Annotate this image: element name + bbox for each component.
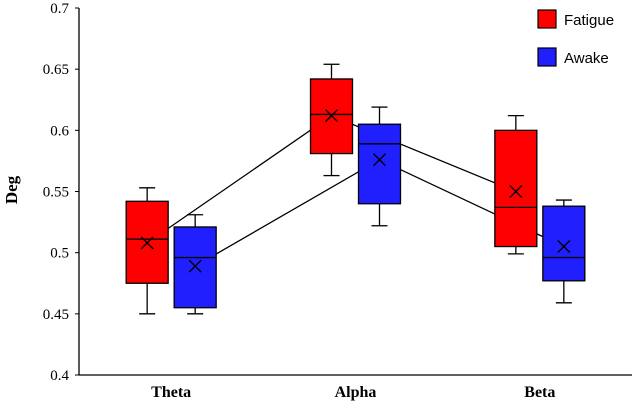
y-tick-label: 0.45: [43, 307, 69, 323]
x-category-label: Beta: [524, 384, 555, 401]
mean-marker-stroke: [557, 240, 571, 254]
axes: [75, 7, 632, 376]
legend: Fatigue Awake: [537, 9, 614, 67]
mean-marker-stroke: [325, 109, 338, 123]
y-tick-label: 0.55: [43, 185, 69, 201]
y-axis-title: Deg: [2, 175, 21, 204]
box-awake-alpha: [357, 123, 402, 205]
mean-marker-fatigue-beta: [509, 185, 523, 198]
mean-marker-awake-theta: [188, 259, 202, 273]
box-fatigue-beta: [494, 129, 538, 248]
mean-marker-stroke: [373, 153, 386, 167]
category-labels: Theta Alpha Beta: [151, 384, 555, 401]
mean-marker-fatigue-theta: [140, 236, 154, 250]
y-tick-label: 0.7: [50, 1, 69, 17]
legend-label-awake: Awake: [564, 50, 609, 67]
legend-label-fatigue: Fatigue: [564, 12, 614, 29]
y-tick-label: 0.4: [50, 368, 69, 384]
mean-marker-awake-alpha: [373, 153, 386, 167]
y-tick-label: 0.65: [43, 62, 69, 78]
y-tick-label: 0.6: [50, 123, 69, 139]
mean-marker-stroke: [140, 236, 154, 250]
y-tick-labels: 0.4 0.45 0.5 0.55 0.6 0.65 0.7: [43, 1, 70, 384]
box-fatigue-alpha: [309, 78, 354, 155]
box-awake-beta: [542, 205, 586, 282]
mean-marker-stroke: [188, 259, 202, 273]
mean-marker-awake-beta: [557, 240, 571, 254]
legend-swatch-fatigue: [537, 9, 557, 29]
box-awake-theta: [173, 226, 217, 309]
x-category-label: Alpha: [335, 384, 377, 401]
mean-marker-fatigue-alpha: [325, 109, 338, 123]
legend-swatch-awake: [537, 47, 557, 67]
x-category-label: Theta: [151, 384, 191, 401]
boxes: [125, 63, 586, 315]
y-tick-label: 0.5: [50, 246, 69, 262]
mean-marker-stroke: [509, 185, 523, 198]
